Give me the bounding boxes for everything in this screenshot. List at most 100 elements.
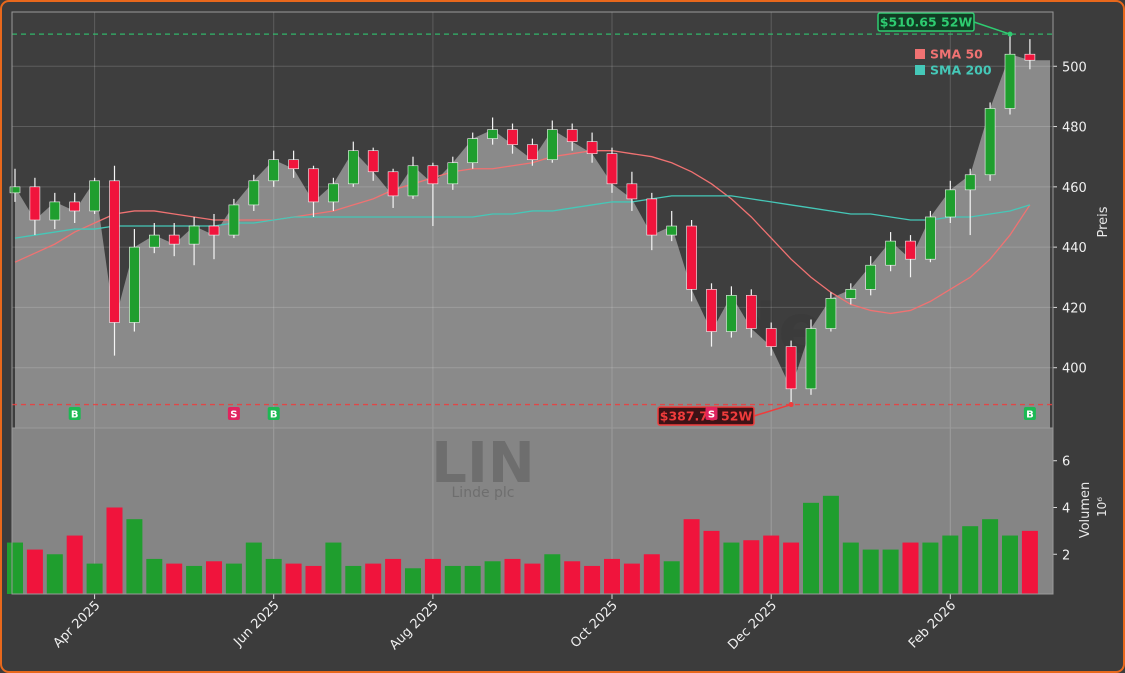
candle-body <box>626 183 638 200</box>
volume-bar <box>902 542 919 594</box>
volume-bar <box>683 519 700 594</box>
volume-bar <box>26 549 43 594</box>
volume-bar <box>663 561 680 594</box>
volume-bar <box>982 519 999 594</box>
legend-swatch <box>915 65 925 75</box>
signal-label: B <box>270 410 278 421</box>
candle-body <box>447 162 459 185</box>
volume-bar <box>424 558 441 594</box>
candle-body <box>586 141 598 154</box>
volume-bar <box>623 563 640 594</box>
candle-body <box>407 165 419 197</box>
volume-tick-label: 2 <box>1062 548 1070 563</box>
signal-box <box>1023 407 1036 420</box>
volume-bar <box>146 558 163 594</box>
candle-body <box>845 289 857 299</box>
volume-bar <box>126 519 143 594</box>
volume-bar <box>743 540 760 594</box>
watermark: Linde plc <box>452 485 515 501</box>
close-area <box>15 54 1050 428</box>
volume-bar <box>1021 530 1038 594</box>
candle-body <box>9 186 21 194</box>
volume-bar <box>186 565 203 594</box>
volume-bar <box>86 563 103 594</box>
candle-body <box>387 171 399 197</box>
extreme-arrow <box>753 403 792 417</box>
volume-border <box>11 427 1054 595</box>
candle-body <box>49 201 61 221</box>
volume-bar <box>703 530 720 594</box>
candle-body <box>268 159 280 182</box>
volume-bar <box>106 507 123 594</box>
signal-box <box>227 407 240 420</box>
candle-body <box>964 174 976 191</box>
volume-bar <box>444 565 461 594</box>
candle-body <box>248 180 260 206</box>
candle-body <box>745 295 757 329</box>
candle-body <box>606 153 618 185</box>
candle-body <box>129 246 140 323</box>
candle-body <box>308 168 319 203</box>
volume-bar <box>345 565 362 594</box>
candle-body <box>149 234 160 248</box>
candle-body <box>765 328 777 347</box>
legend-label: SMA 200 <box>930 63 992 78</box>
candle-body <box>825 298 837 329</box>
signal-box <box>267 407 280 420</box>
candle-body <box>507 129 518 145</box>
volume-tick-label: 4 <box>1062 501 1070 516</box>
candle-body <box>347 150 359 185</box>
candle-body <box>527 144 538 161</box>
candle-body <box>288 159 299 170</box>
signal-label: B <box>1026 410 1034 421</box>
candle-body <box>29 186 41 221</box>
y-tick-label: 480 <box>1062 121 1087 136</box>
candle-body <box>666 225 678 236</box>
volume-bar <box>524 563 541 594</box>
candle-body <box>228 204 240 236</box>
volume-bar <box>882 549 899 594</box>
candle-body <box>686 225 697 290</box>
volume-bar <box>783 542 800 594</box>
extreme-arrowhead <box>1007 31 1013 37</box>
candle-body <box>726 295 737 332</box>
candle-body <box>785 346 797 390</box>
signal-label: B <box>71 410 79 421</box>
volume-bar <box>604 558 620 594</box>
signal-box <box>705 407 718 420</box>
volume-bar <box>922 542 939 594</box>
candle-body <box>168 234 180 245</box>
volume-bar <box>305 565 322 594</box>
volume-offset-label: 10⁶ <box>1095 497 1109 517</box>
candle-body <box>1024 53 1036 61</box>
extreme-arrowhead <box>788 402 794 408</box>
candle-body <box>905 240 916 260</box>
volume-bar <box>643 554 660 594</box>
volume-bar <box>544 554 561 594</box>
volume-bar <box>464 565 481 594</box>
extreme-label: $510.65 52W <box>880 15 973 30</box>
volume-bar <box>942 535 959 594</box>
y-tick-label: 500 <box>1062 60 1087 75</box>
candle-body <box>487 129 498 139</box>
y-tick-label: 420 <box>1062 301 1087 316</box>
volume-bar <box>584 565 601 594</box>
candle-body <box>546 129 558 161</box>
y-axis-label: Preis <box>1096 206 1111 237</box>
candle-body <box>188 225 200 245</box>
extreme-arrow <box>973 21 1011 35</box>
candle-body <box>885 240 896 266</box>
candle-body <box>367 150 379 173</box>
sma-line <box>14 150 1031 315</box>
candle-body <box>706 289 717 332</box>
candle-body <box>109 180 120 323</box>
candle-body <box>427 165 439 185</box>
y-tick-label: 440 <box>1062 241 1087 256</box>
signal-label: S <box>708 410 715 421</box>
volume-bar <box>822 495 839 594</box>
candle-body <box>69 201 80 212</box>
volume-tick-label: 6 <box>1062 455 1070 470</box>
candle-body <box>1004 53 1016 109</box>
volume-bar <box>803 502 819 594</box>
